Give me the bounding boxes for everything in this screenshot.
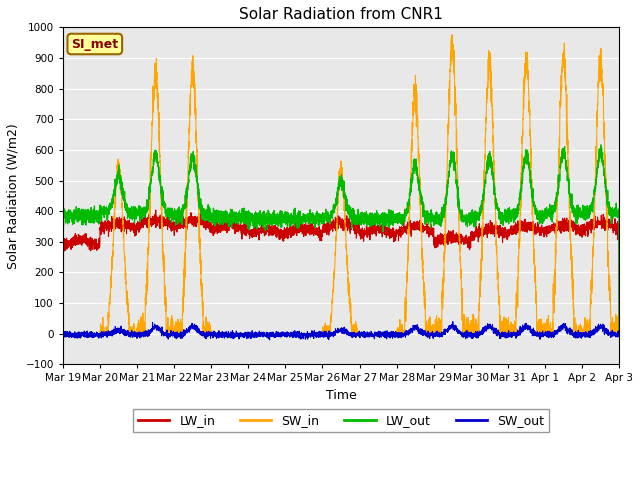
SW_in	[321, 328, 328, 334]
SW_in	[449, 32, 456, 37]
SW_out	[159, 329, 166, 335]
Title: Solar Radiation from CNR1: Solar Radiation from CNR1	[239, 7, 443, 22]
SW_out	[321, 330, 328, 336]
LW_out	[466, 223, 474, 228]
LW_in	[497, 226, 505, 231]
Line: SW_in: SW_in	[63, 35, 619, 334]
X-axis label: Time: Time	[326, 389, 356, 402]
LW_in	[159, 216, 167, 221]
SW_out	[497, 331, 505, 337]
LW_in	[466, 241, 474, 247]
SW_in	[614, 331, 622, 336]
LW_out	[435, 213, 443, 218]
SW_out	[615, 331, 623, 336]
SW_out	[614, 328, 622, 334]
LW_out	[597, 142, 605, 148]
LW_in	[152, 207, 159, 213]
LW_out	[321, 220, 328, 226]
SW_in	[615, 331, 623, 336]
SW_out	[59, 328, 67, 334]
Legend: LW_in, SW_in, LW_out, SW_out: LW_in, SW_in, LW_out, SW_out	[133, 409, 549, 432]
Line: LW_out: LW_out	[63, 145, 619, 334]
LW_out	[614, 212, 622, 218]
LW_in	[435, 237, 443, 243]
SW_out	[449, 319, 457, 324]
LW_out	[615, 331, 623, 336]
Text: SI_met: SI_met	[71, 37, 118, 50]
Line: LW_in: LW_in	[63, 210, 619, 334]
SW_in	[159, 244, 166, 250]
SW_in	[466, 329, 474, 335]
SW_out	[466, 332, 474, 337]
SW_out	[266, 337, 273, 343]
LW_in	[615, 331, 623, 336]
LW_out	[59, 220, 67, 226]
SW_in	[59, 331, 67, 336]
LW_out	[497, 210, 505, 216]
SW_in	[497, 331, 505, 336]
Y-axis label: Solar Radiation (W/m2): Solar Radiation (W/m2)	[7, 123, 20, 269]
Line: SW_out: SW_out	[63, 322, 619, 340]
LW_in	[614, 229, 622, 235]
LW_in	[59, 245, 67, 251]
LW_out	[159, 196, 166, 202]
SW_in	[435, 326, 443, 332]
LW_in	[321, 223, 328, 229]
SW_out	[435, 334, 443, 339]
